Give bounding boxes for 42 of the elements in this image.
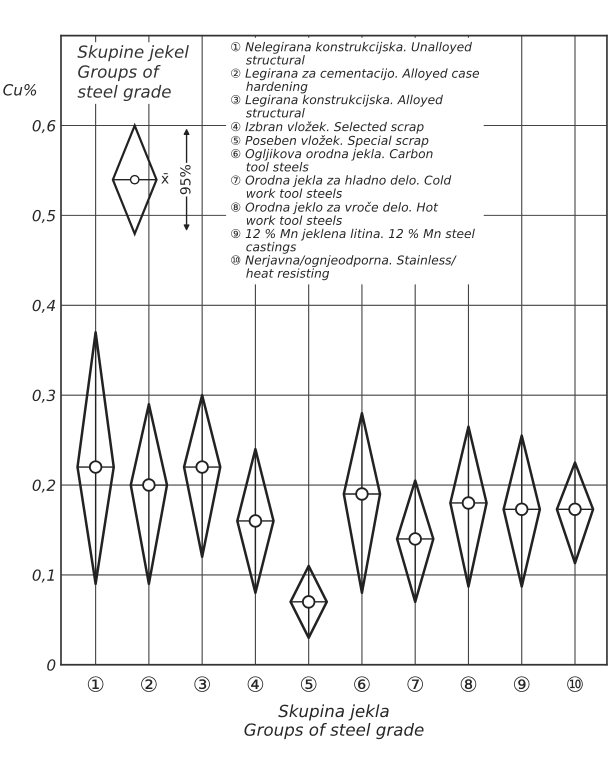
- point: [568, 502, 582, 516]
- point: [515, 502, 528, 516]
- annotation: ⑨ 12 % Mn jeklena litina. 12 % Mn steel castings: [231, 228, 475, 254]
- x-axis-title: Skupina jekla Groups of steel grade: [244, 704, 424, 740]
- legend-title: Skupine jekel Groups of steel grade: [77, 45, 189, 102]
- annotation: ③ Legirana konstrukcijska. Alloyed structural: [231, 94, 443, 118]
- annotation: ⑦ Orodna jekla za hladno delo. Cold work tool steels: [231, 175, 452, 198]
- x-tick-label: ④: [248, 676, 264, 692]
- x-tick-label: ⑦: [407, 676, 423, 692]
- x-tick-label: ⑤: [300, 676, 316, 692]
- annotation: x̄: [161, 173, 169, 184]
- annotation: ⑧ Orodna jeklo za vroče delo. Hot work tool steels: [231, 202, 438, 225]
- point: [142, 478, 156, 492]
- y-tick-label: 0,1: [32, 569, 54, 582]
- x-tick-label: ⑨: [514, 676, 530, 692]
- x-tick-label: ③: [194, 676, 210, 692]
- annotation: 95%: [180, 165, 191, 194]
- annotation: ② Legirana za cementacijo. Alloyed case hardening: [231, 68, 480, 94]
- annotation: ⑥ Ogljikova orodna jekla. Carbon tool steels: [231, 148, 433, 172]
- point: [462, 496, 476, 510]
- annotation: ④ Izbran vložek. Selected scrap: [231, 121, 424, 134]
- x-tick-label: ⑩: [567, 676, 583, 692]
- point: [302, 595, 316, 609]
- annotation: ⑤ Poseben vložek. Special scrap: [231, 135, 428, 148]
- point: [195, 460, 209, 474]
- point: [88, 460, 102, 474]
- y-tick-label: 0,4: [32, 300, 56, 313]
- y-tick-label: 0,5: [32, 210, 56, 223]
- y-tick-label: 0: [47, 659, 56, 671]
- x-tick-label: ②: [141, 676, 157, 692]
- point: [408, 532, 422, 546]
- point: [355, 487, 369, 501]
- y-axis-title: Cu%: [3, 84, 36, 96]
- annotation: ① Nelegirana konstrukcijska. Unalloyed structural: [231, 42, 472, 65]
- x-tick-label: ⑧: [460, 676, 476, 692]
- y-tick-label: 0,3: [32, 390, 56, 403]
- annotation: ⑩ Nerjavna/ognjeodporna. Stainless/ heat resisting: [231, 255, 457, 280]
- x-tick-label: ①: [88, 676, 104, 692]
- x-tick-label: ⑥: [354, 676, 370, 692]
- y-tick-label: 0,2: [32, 479, 56, 493]
- point: [248, 514, 262, 528]
- y-tick-label: 0,6: [32, 120, 56, 134]
